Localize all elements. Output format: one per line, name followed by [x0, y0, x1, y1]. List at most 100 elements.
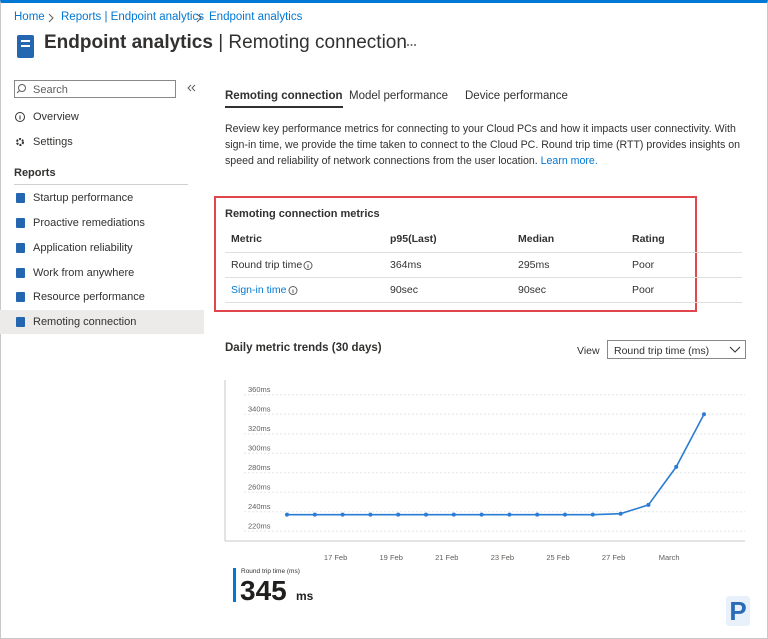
column-header: Median [518, 233, 555, 245]
description: Review key performance metrics for conne… [225, 121, 745, 169]
subtitle: Remoting connection [228, 32, 407, 53]
description-text: Review key performance metrics for conne… [225, 123, 741, 167]
summary-bar [233, 568, 236, 602]
report-icon [16, 193, 25, 203]
y-tick-label: 300ms [248, 443, 271, 452]
nav-label: Application reliability [33, 242, 133, 254]
summary-unit: ms [296, 589, 314, 603]
chevron [48, 13, 54, 23]
point [424, 512, 428, 517]
nav-report[interactable]: Proactive remediations [0, 211, 204, 235]
view-selected: Round trip time (ms) [614, 345, 710, 357]
tab-active[interactable]: Remoting connection [225, 90, 343, 108]
x-tick-label: 25 Feb [546, 553, 569, 562]
point [563, 512, 567, 517]
nav-overview[interactable]: Overview [33, 111, 79, 123]
nav-report[interactable]: Work from anywhere [0, 261, 204, 285]
point [646, 502, 651, 507]
y-tick-label: 360ms [248, 385, 271, 394]
x-tick-label: March [659, 553, 680, 562]
view-dropdown[interactable] [607, 340, 746, 359]
breadcrumb-home[interactable]: Home [14, 11, 45, 23]
nav-label: Startup performance [33, 192, 134, 204]
point [396, 512, 401, 517]
chevron [196, 13, 202, 23]
nav-label: Work from anywhere [33, 267, 135, 279]
nav-report-selected[interactable]: Remoting connection [0, 310, 204, 334]
summary-label: Round trip time (ms) [241, 568, 300, 575]
report-icon [16, 218, 25, 228]
nav-report[interactable]: Application reliability [0, 236, 204, 260]
more-dot[interactable] [414, 44, 416, 46]
nav-section: Reports [14, 167, 56, 179]
row-rule [225, 302, 742, 303]
column-header: Metric [231, 233, 262, 245]
more-dot[interactable] [407, 44, 409, 46]
search-icon [16, 90, 20, 94]
column-header: p95(Last) [390, 233, 437, 245]
view-label: View [577, 345, 600, 357]
point [702, 412, 706, 417]
nav-settings[interactable]: Settings [33, 136, 73, 148]
highlight-box [214, 196, 697, 312]
row-rule [225, 252, 742, 253]
x-tick-label: 17 Feb [324, 553, 347, 562]
nav-label: Remoting connection [33, 316, 137, 328]
metrics-title: Remoting connection metrics [225, 208, 380, 220]
watermark-logo [726, 596, 750, 626]
point [451, 512, 456, 517]
title-separator: | [218, 32, 224, 53]
tab[interactable]: Model performance [349, 90, 449, 102]
report-icon [16, 268, 25, 278]
tab[interactable]: Device performance [465, 90, 568, 102]
section-rule [14, 184, 188, 185]
column-header: Rating [632, 233, 665, 245]
breadcrumb-current[interactable]: Endpoint analytics [209, 11, 303, 23]
report-icon [16, 243, 25, 253]
page-title: Endpoint analytics | Remoting connection [44, 32, 407, 54]
nav-report[interactable]: Startup performance [0, 186, 204, 210]
more-dot[interactable] [410, 44, 413, 46]
report-icon [16, 292, 25, 302]
search-icon [18, 84, 26, 92]
info-icon [288, 286, 298, 295]
trends-title: Daily metric trends (30 days) [225, 342, 382, 354]
point [507, 512, 512, 517]
row-rule [225, 277, 742, 278]
info-icon [303, 261, 313, 270]
sidebar-icons [15, 84, 196, 146]
x-tick-label: 21 Feb [435, 553, 458, 562]
point [312, 512, 317, 517]
summary-value: 345 [240, 575, 287, 606]
dropdown-chevron [729, 346, 741, 353]
cell: 90sec [390, 284, 419, 296]
point [535, 512, 540, 517]
point [479, 512, 484, 517]
nav-label: Resource performance [33, 291, 145, 303]
x-tick-label: 19 Feb [380, 553, 403, 562]
learn-more-link[interactable]: Learn more. [540, 155, 598, 167]
nav-report[interactable]: Resource performance [0, 285, 204, 309]
cell: 295ms [518, 259, 550, 271]
cell: Round trip time [231, 259, 303, 271]
header-icons [17, 13, 416, 58]
search-placeholder: Search [33, 84, 68, 96]
page-icon-line [21, 45, 30, 47]
point [368, 512, 373, 517]
cell: 90sec [518, 284, 547, 296]
cell: Poor [632, 259, 655, 271]
info-icon [15, 112, 25, 122]
cell-link[interactable]: Sign-in time [231, 284, 287, 296]
y-tick-label: 320ms [248, 424, 271, 433]
line [287, 413, 705, 516]
y-tick-label: 340ms [248, 404, 271, 413]
nav-label: Proactive remediations [33, 217, 145, 229]
x-tick-label: 27 Feb [602, 553, 625, 562]
collapse-icon[interactable] [187, 84, 196, 92]
breadcrumb-reports[interactable]: Reports | Endpoint analytics [61, 11, 204, 23]
search-box[interactable] [14, 80, 176, 98]
y-tick-label: 260ms [248, 482, 271, 491]
x-tick-label: 23 Feb [491, 553, 514, 562]
